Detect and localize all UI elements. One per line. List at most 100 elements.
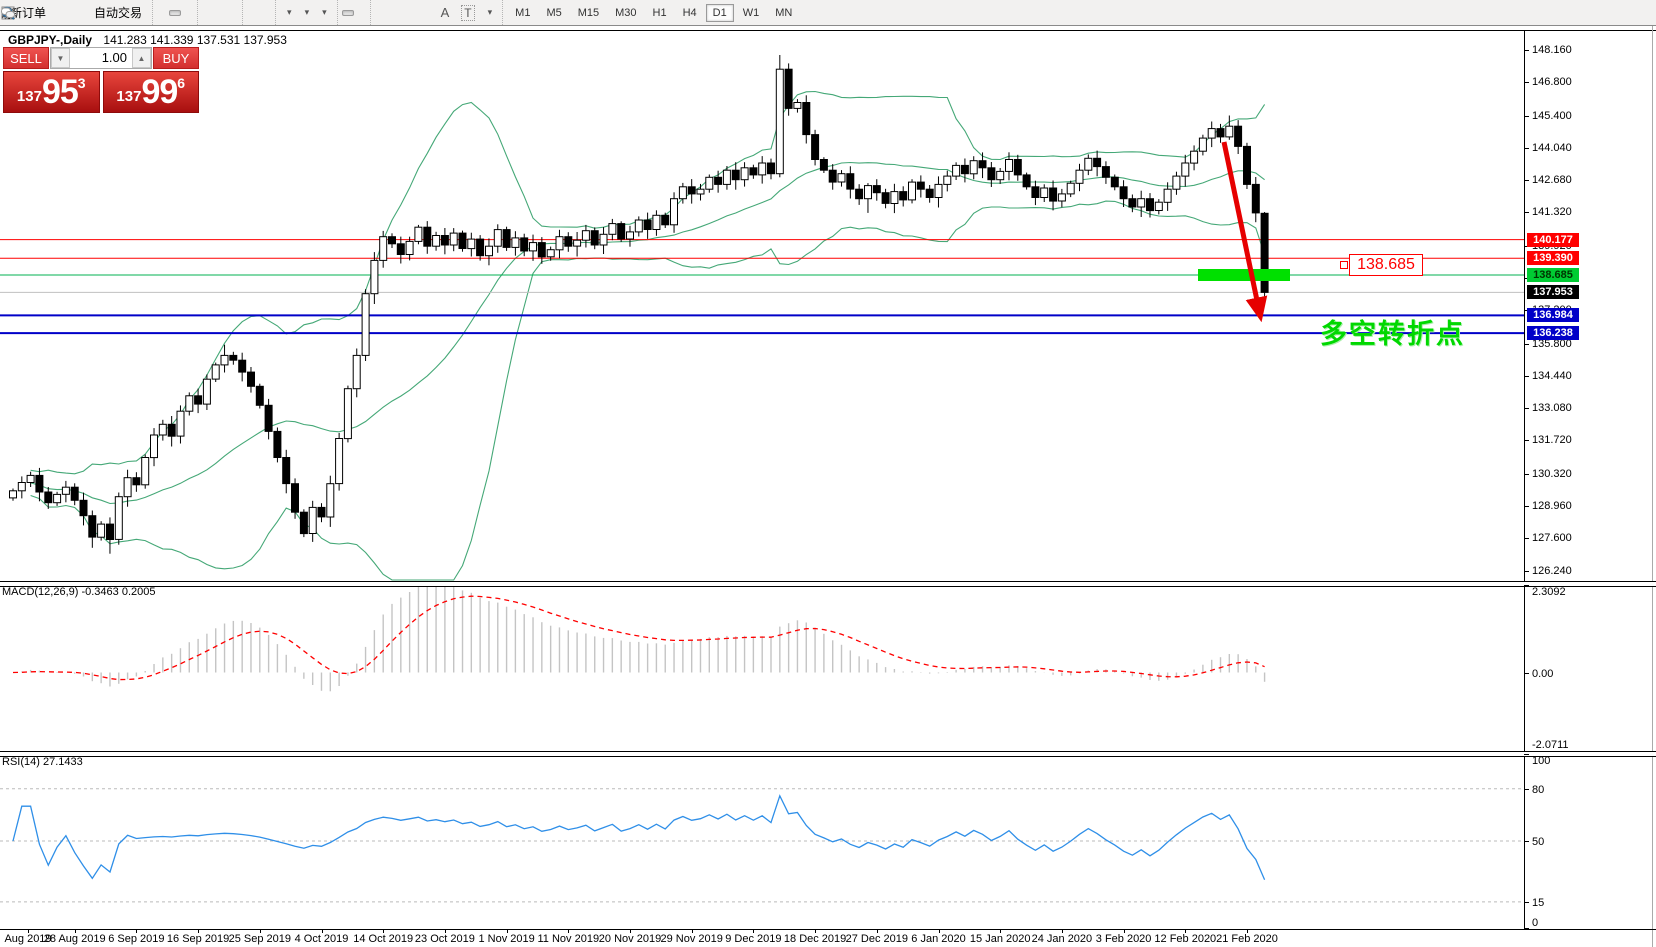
pane-separator[interactable] [0, 581, 1656, 587]
zoom-out-button[interactable] [2, 6, 226, 20]
date-label[interactable]: 3 Feb 2020 [1095, 933, 1152, 945]
date-label[interactable]: 18 Dec 2019 [783, 933, 847, 945]
sell-price-point: 3 [77, 75, 86, 91]
date-label[interactable]: 11 Nov 2019 [537, 933, 600, 945]
callout-anchor-handle[interactable] [1340, 261, 1348, 269]
date-label[interactable]: 25 Sep 2019 [228, 933, 291, 945]
timeframe-button-H4[interactable]: H4 [682, 6, 697, 19]
price-tick-label: 126.240 [1532, 564, 1572, 577]
date-label[interactable]: 15 Jan 2020 [969, 933, 1031, 945]
rsi-scale-label: 100 [1532, 755, 1551, 767]
price-tick-mark [1524, 147, 1529, 149]
chart-shift-button[interactable] [2, 6, 271, 18]
volume-input[interactable]: 1.00 [101, 50, 127, 65]
date-label[interactable]: 29 Nov 2019 [660, 933, 723, 945]
bollinger-upper-band[interactable] [30, 90, 1266, 475]
date-label[interactable]: 23 Oct 2019 [414, 933, 475, 945]
date-label[interactable]: 16 Sep 2019 [166, 933, 230, 945]
sell-price-pips: 95 [41, 73, 79, 111]
date-tick-mark [691, 929, 693, 933]
time-scale-border [0, 929, 1656, 930]
signals-button[interactable] [2, 8, 88, 17]
volume-increase-button[interactable]: ▲ [132, 48, 151, 68]
date-label[interactable]: 21 Feb 2020 [1216, 933, 1278, 945]
horizontal-line-tool-button[interactable] [2, 10, 399, 16]
date-label[interactable]: 20 Nov 2019 [598, 933, 662, 945]
periods-button[interactable]: ▾ [2, 4, 316, 21]
timeframe-button-M30[interactable]: M30 [615, 6, 637, 19]
label-tool-button[interactable]: T [455, 2, 480, 24]
auto-scroll-button[interactable] [1, 6, 259, 18]
rsi-indicator-pane[interactable] [0, 754, 1524, 928]
candles-group[interactable] [9, 55, 1269, 554]
timeframe-button-MN[interactable]: MN [775, 6, 793, 19]
date-label[interactable]: 24 Jan 2020 [1031, 933, 1093, 945]
sell-button[interactable]: SELL [3, 47, 49, 69]
timeframe-button-M1[interactable]: M1 [515, 6, 531, 19]
date-label[interactable]: Aug 2019 [4, 933, 52, 945]
timeframe-button-M5[interactable]: M5 [546, 6, 562, 19]
candlestick-mode-button[interactable] [2, 6, 182, 19]
pivot-note-text[interactable]: 多空转折点 [1320, 319, 1465, 349]
indicators-button[interactable]: ▾ [1, 4, 298, 21]
price-badge-138.685: 138.685 [1527, 268, 1579, 283]
zoom-in-button[interactable] [2, 6, 214, 20]
date-label[interactable]: 4 Oct 2019 [294, 933, 349, 945]
timeframe-button-D1[interactable]: D1 [705, 3, 734, 22]
timeframe-button-W1[interactable]: W1 [742, 6, 760, 19]
timeframe-button-H1[interactable]: H1 [652, 6, 667, 19]
chart-window[interactable]: 148.160 146.800 145.400 144.040 142.680 141.3… [0, 26, 1656, 947]
date-tick-mark [259, 929, 261, 933]
date-label[interactable]: 6 Jan 2020 [911, 933, 966, 945]
mql5-community-button[interactable] [1, 8, 76, 17]
date-label[interactable]: 1 Nov 2019 [478, 933, 535, 945]
bollinger-lower-band[interactable] [30, 200, 1266, 581]
trendline-tool-button[interactable] [1, 7, 411, 18]
cursor-tool-button[interactable] [4, 6, 354, 19]
bar-chart-mode-button[interactable] [2, 6, 169, 19]
chat-icon[interactable] [0, 5, 16, 21]
buy-price-point: 6 [177, 75, 186, 91]
vertical-line-tool-button[interactable] [7, 6, 387, 19]
rsi-tick-mark [1524, 928, 1529, 929]
price-tick-label: 144.040 [1532, 141, 1572, 154]
text-tool-button[interactable]: A [435, 2, 456, 23]
sell-direction-arrow[interactable] [1221, 141, 1268, 323]
buy-button[interactable]: BUY [153, 47, 199, 69]
date-label[interactable]: 6 Sep 2019 [108, 933, 165, 945]
pane-separator[interactable] [0, 751, 1656, 757]
macd-indicator-pane[interactable] [0, 585, 1524, 751]
buy-price-button[interactable]: 137 99 6 [102, 71, 199, 113]
price-scale-border[interactable] [1524, 30, 1525, 929]
channel-tool-button[interactable]: E [1, 7, 423, 21]
date-label[interactable]: 9 Dec 2019 [725, 933, 782, 945]
level-price-callout[interactable]: 138.685 [1349, 254, 1423, 276]
date-tick-mark [630, 929, 631, 933]
templates-button[interactable]: ▾ [1, 4, 333, 21]
date-tick-mark [383, 929, 385, 933]
date-label[interactable]: 12 Feb 2020 [1154, 933, 1217, 945]
price-tick-mark [1524, 506, 1529, 507]
autotrading-button[interactable]: 自动交易 [1, 1, 148, 24]
date-label[interactable]: 27 Dec 2019 [845, 933, 908, 945]
market-icon[interactable] [1, 9, 64, 17]
date-label[interactable]: 14 Oct 2019 [353, 933, 414, 945]
rsi-line [12, 794, 1266, 880]
new-order-button[interactable]: 新订单 [4, 1, 52, 24]
support-zone-highlight[interactable] [1198, 269, 1290, 281]
time-scale[interactable]: Aug 2019 28 Aug 2019 6 Sep 2019 16 Sep 2019… [0, 929, 1656, 947]
chart-top-border [0, 30, 1656, 31]
fibonacci-tool-button[interactable]: F [2, 8, 435, 21]
main-price-chart[interactable] [0, 30, 1524, 581]
date-label[interactable]: 28 Aug 2019 [43, 933, 106, 945]
line-chart-mode-button[interactable] [1, 7, 193, 16]
date-tick-mark [1000, 929, 1002, 933]
volume-decrease-button[interactable]: ▼ [51, 48, 70, 68]
crosshair-tool-button[interactable] [2, 6, 366, 19]
sell-price-button[interactable]: 137 95 3 [3, 71, 100, 113]
tile-windows-button[interactable] [1, 6, 238, 19]
shapes-tool-button[interactable]: ▾ [3, 4, 499, 21]
timeframe-button-M15[interactable]: M15 [577, 6, 600, 19]
rsi-scale-label: 15 [1532, 896, 1545, 909]
price-tick-label: 142.680 [1532, 174, 1572, 187]
